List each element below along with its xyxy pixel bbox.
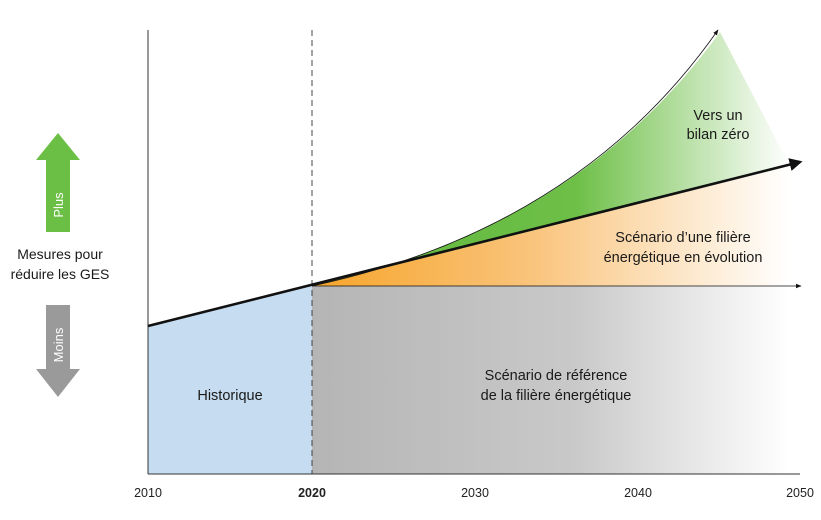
evolution-label-line1: Scénario d’une filière [615,230,750,246]
x-tick-label: 2030 [461,486,489,500]
plus-label: Plus [51,192,66,218]
measures-label-line2: réduire les GES [11,266,110,282]
plus-arrow: Plus [36,133,80,232]
reference-region [312,286,790,474]
x-tick-label: 2050 [786,486,814,500]
reference-label-line2: de la filière énergétique [481,388,632,404]
x-axis-ticks: 2010 2020 2030 2040 2050 [134,486,814,500]
bilan-zero-label-line1: Vers un [693,108,742,124]
bilan-zero-region [312,32,790,286]
main-trend-line [147,158,803,328]
x-tick-label: 2040 [624,486,652,500]
evolution-label-line2: énergétique en évolution [604,250,763,266]
bilan-zero-label-line2: bilan zéro [687,127,750,143]
moins-arrow: Moins [36,305,80,397]
x-tick-label: 2020 [298,486,326,500]
moins-label: Moins [51,327,66,362]
historique-region [148,286,312,474]
measures-label-line1: Mesures pour [17,246,103,262]
historique-label: Historique [197,388,262,404]
reference-label-line1: Scénario de référence [485,368,628,384]
x-tick-label: 2010 [134,486,162,500]
